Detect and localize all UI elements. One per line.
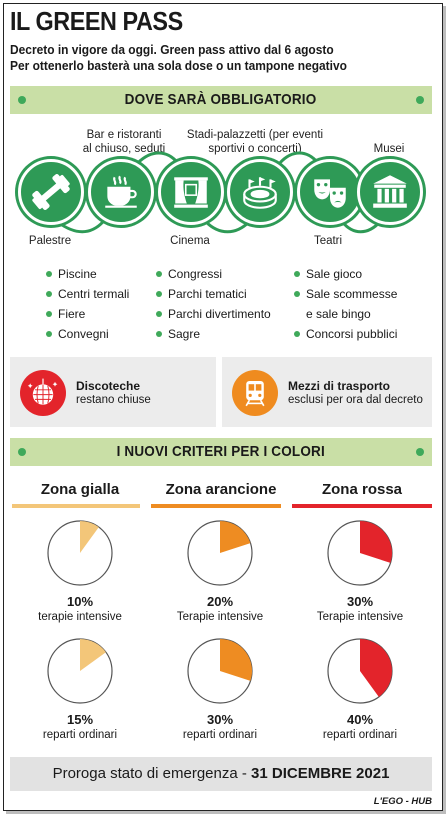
list-item: Centri termali [46,284,129,304]
list-item: Sale gioco [294,264,397,284]
zone-gialla-title: Zona gialla [40,481,120,498]
label-gialla-ward: reparti ordinari [42,729,118,741]
label-arancione-ward: reparti ordinari [182,729,258,741]
pct-rossa-icu: 30% [346,594,374,609]
footer-text: Proroga stato di emergenza - [52,765,252,782]
label-gialla-icu: terapie intensive [38,611,122,623]
pct-arancione-icu: 20% [206,594,234,609]
label-arancione-icu: Terapie intensive [176,611,264,623]
pie-gialla-icu [47,520,113,586]
list-item: Sagre [156,324,271,344]
band-dot-right [416,448,424,456]
list-item-continuation: e sale bingo [306,307,371,321]
pie-slice [220,639,252,681]
pie-rossa-icu [327,520,393,586]
list-item: Congressi [156,264,271,284]
dumbbell-icon [18,159,84,225]
pie-gialla-ward [47,638,113,704]
list-item: Concorsi pubblici [294,324,397,344]
zone-rossa-title: Zona rossa [321,481,403,498]
label-stadi: Stadi-palazzetti (per eventi sportivi o … [186,128,324,156]
exception-transport-box: Mezzi di trasporto esclusi per ora dal d… [222,357,432,427]
subtitle: Decreto in vigore da oggi. Green pass at… [10,42,347,74]
label-musei: Musei [373,143,405,155]
zone-arancione-line [151,504,281,508]
label-bar-line1: Bar e ristoranti [86,129,162,141]
footer-date: 31 DICEMBRE 2021 [251,765,390,782]
section-heading: DOVE SARÀ OBBLIGATORIO [125,91,317,108]
list-item: Sale scommesse [294,284,397,304]
exception-disco-box: Discoteche restano chiuse [10,357,216,427]
label-teatri: Teatri [313,235,343,247]
list-item: Convegni [46,324,129,344]
transport-title: Mezzi di trasporto [288,379,391,393]
pct-arancione-ward: 30% [206,712,234,727]
list-item: Parchi divertimento [156,304,271,324]
pie-slice [220,521,251,553]
label-bar-ristoranti: Bar e ristoranti al chiuso, seduti [78,128,170,156]
footer-emergency: Proroga stato di emergenza - 31 DICEMBRE… [10,757,432,791]
section-heading: I NUOVI CRITERI PER I COLORI [116,443,326,460]
theatre-masks-icon [297,159,363,225]
cinema-stage-icon [158,159,224,225]
coffee-cup-icon [88,159,154,225]
zone-gialla-line [12,504,140,508]
page-title: IL GREEN PASS [10,6,183,36]
label-stadi-line1: Stadi-palazzetti (per eventi [186,129,324,141]
disco-text: restano chiuse [76,394,151,406]
pct-gialla-icu: 10% [66,594,94,609]
subtitle-line-2: Per ottenerlo basterà una sola dose o un… [10,58,347,73]
credit: L'EGO - HUB [373,796,432,807]
zone-rossa-line [292,504,432,508]
pie-slice [80,639,106,671]
section-band-obbligatorio: DOVE SARÀ OBBLIGATORIO [10,86,432,114]
band-dot-left [18,96,26,104]
label-bar-line2: al chiuso, seduti [82,143,166,155]
train-icon [232,370,278,416]
list-col-1: Piscine Centri termali Fiere Convegni [46,264,129,344]
list-item: Fiere [46,304,129,324]
list-col-2: Congressi Parchi tematici Parchi diverti… [156,264,271,344]
label-stadi-line2: sportivi o concerti) [208,143,302,155]
label-cinema: Cinema [170,235,210,247]
list-col-3: Sale gioco Sale scommesse e sale bingo C… [294,264,397,344]
zone-arancione-title: Zona arancione [165,481,277,498]
pie-slice [360,521,392,563]
section-band-colori: I NUOVI CRITERI PER I COLORI [10,438,432,466]
pie-slice [360,639,392,697]
pie-arancione-icu [187,520,253,586]
pie-arancione-ward [187,638,253,704]
label-rossa-icu: Terapie intensive [316,611,404,623]
band-dot-left [18,448,26,456]
label-rossa-ward: reparti ordinari [322,729,398,741]
pie-slice [80,521,99,553]
band-dot-right [416,96,424,104]
stadium-icon [227,159,293,225]
label-palestre: Palestre [28,235,72,247]
subtitle-line-1: Decreto in vigore da oggi. Green pass at… [10,42,334,57]
list-item: Piscine [46,264,129,284]
transport-text: esclusi per ora dal decreto [288,394,423,406]
disco-title: Discoteche [76,379,141,393]
museum-icon [357,159,423,225]
pie-rossa-ward [327,638,393,704]
disco-ball-icon [20,370,66,416]
list-item: Parchi tematici [156,284,271,304]
pct-gialla-ward: 15% [66,712,94,727]
pct-rossa-ward: 40% [346,712,374,727]
